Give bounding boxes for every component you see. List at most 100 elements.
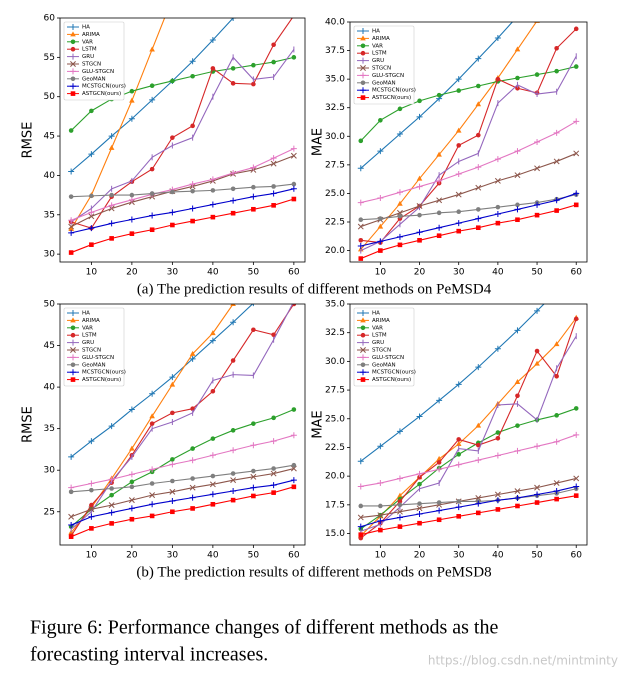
point xyxy=(130,480,135,485)
point xyxy=(149,501,155,507)
point xyxy=(170,135,175,140)
point xyxy=(437,211,442,216)
point xyxy=(150,227,155,232)
y-tick-label: 30 xyxy=(44,250,56,260)
point xyxy=(515,423,520,428)
point xyxy=(211,474,216,479)
y-tick-label: 40 xyxy=(44,383,56,393)
point xyxy=(437,500,442,505)
point xyxy=(89,242,94,247)
point xyxy=(476,84,481,89)
point xyxy=(515,504,520,509)
point xyxy=(554,288,560,294)
point xyxy=(398,214,403,219)
point xyxy=(417,184,423,190)
point xyxy=(271,416,276,421)
point xyxy=(291,186,297,192)
legend-label: GRU xyxy=(372,340,384,346)
y-tick-label: 45 xyxy=(44,132,55,142)
point xyxy=(109,236,114,241)
legend-label: VAR xyxy=(372,43,383,49)
point xyxy=(190,457,196,463)
point xyxy=(292,407,297,412)
y-tick-label: 25.0 xyxy=(325,189,345,199)
series-line xyxy=(361,195,576,220)
point xyxy=(150,514,155,519)
point xyxy=(211,502,216,507)
point xyxy=(495,497,501,503)
point xyxy=(251,494,256,499)
point xyxy=(417,511,423,517)
point xyxy=(378,118,383,123)
y-tick-label: 32.5 xyxy=(325,103,345,113)
point xyxy=(150,83,155,88)
point xyxy=(69,534,74,539)
point xyxy=(89,109,94,114)
legend-label: HA xyxy=(372,311,380,317)
x-tick-label: 60 xyxy=(571,268,583,278)
point xyxy=(436,508,442,514)
legend-label: STGCN xyxy=(82,348,101,354)
point xyxy=(495,452,501,458)
point xyxy=(378,248,383,253)
point xyxy=(514,13,520,19)
point xyxy=(210,202,216,208)
point xyxy=(251,421,256,426)
point xyxy=(377,480,383,486)
y-tick-label: 50 xyxy=(44,300,56,310)
point xyxy=(456,220,462,226)
legend-label: HA xyxy=(82,25,90,31)
point xyxy=(150,167,155,172)
point xyxy=(231,211,236,216)
legend-marker xyxy=(71,40,76,45)
point xyxy=(89,526,94,531)
y-tick-label: 40.0 xyxy=(325,18,345,28)
point xyxy=(190,495,196,501)
point xyxy=(514,206,520,212)
series-line xyxy=(361,121,576,202)
point xyxy=(69,194,74,199)
legend-label: GLU-STGCN xyxy=(82,69,114,75)
legend-marker xyxy=(71,47,76,52)
point xyxy=(130,231,135,236)
point xyxy=(291,146,297,152)
y-axis-label: RMSE xyxy=(21,406,36,443)
point xyxy=(475,216,481,222)
point xyxy=(291,432,297,438)
point xyxy=(211,215,216,220)
series-line xyxy=(361,153,576,226)
point xyxy=(170,411,175,416)
point xyxy=(456,171,462,177)
point xyxy=(129,98,135,103)
legend-label: ARIMA xyxy=(82,318,100,324)
point xyxy=(190,74,195,79)
legend-label: VAR xyxy=(82,325,93,331)
x-tick-label: 30 xyxy=(453,551,465,561)
point xyxy=(496,507,501,512)
legend-label: LSTM xyxy=(372,51,387,57)
point xyxy=(169,498,175,504)
point xyxy=(574,406,579,411)
point xyxy=(515,394,520,399)
x-tick-label: 40 xyxy=(207,268,219,278)
legend-marker xyxy=(361,333,366,338)
point xyxy=(292,463,297,468)
point xyxy=(377,195,383,201)
point xyxy=(554,439,560,445)
legend-label: ASTGCN(ours) xyxy=(82,91,121,97)
point xyxy=(251,469,256,474)
point xyxy=(456,437,461,442)
point xyxy=(271,191,277,197)
point xyxy=(496,221,501,226)
point xyxy=(574,64,579,69)
x-tick-label: 20 xyxy=(414,268,426,278)
point xyxy=(190,205,196,211)
point xyxy=(149,46,155,51)
y-tick-label: 25 xyxy=(44,507,55,517)
point xyxy=(190,124,195,129)
x-tick-label: 40 xyxy=(492,268,504,278)
y-tick-label: 37.5 xyxy=(325,46,345,56)
point xyxy=(437,233,442,238)
point xyxy=(190,219,195,224)
series-line xyxy=(71,480,294,525)
